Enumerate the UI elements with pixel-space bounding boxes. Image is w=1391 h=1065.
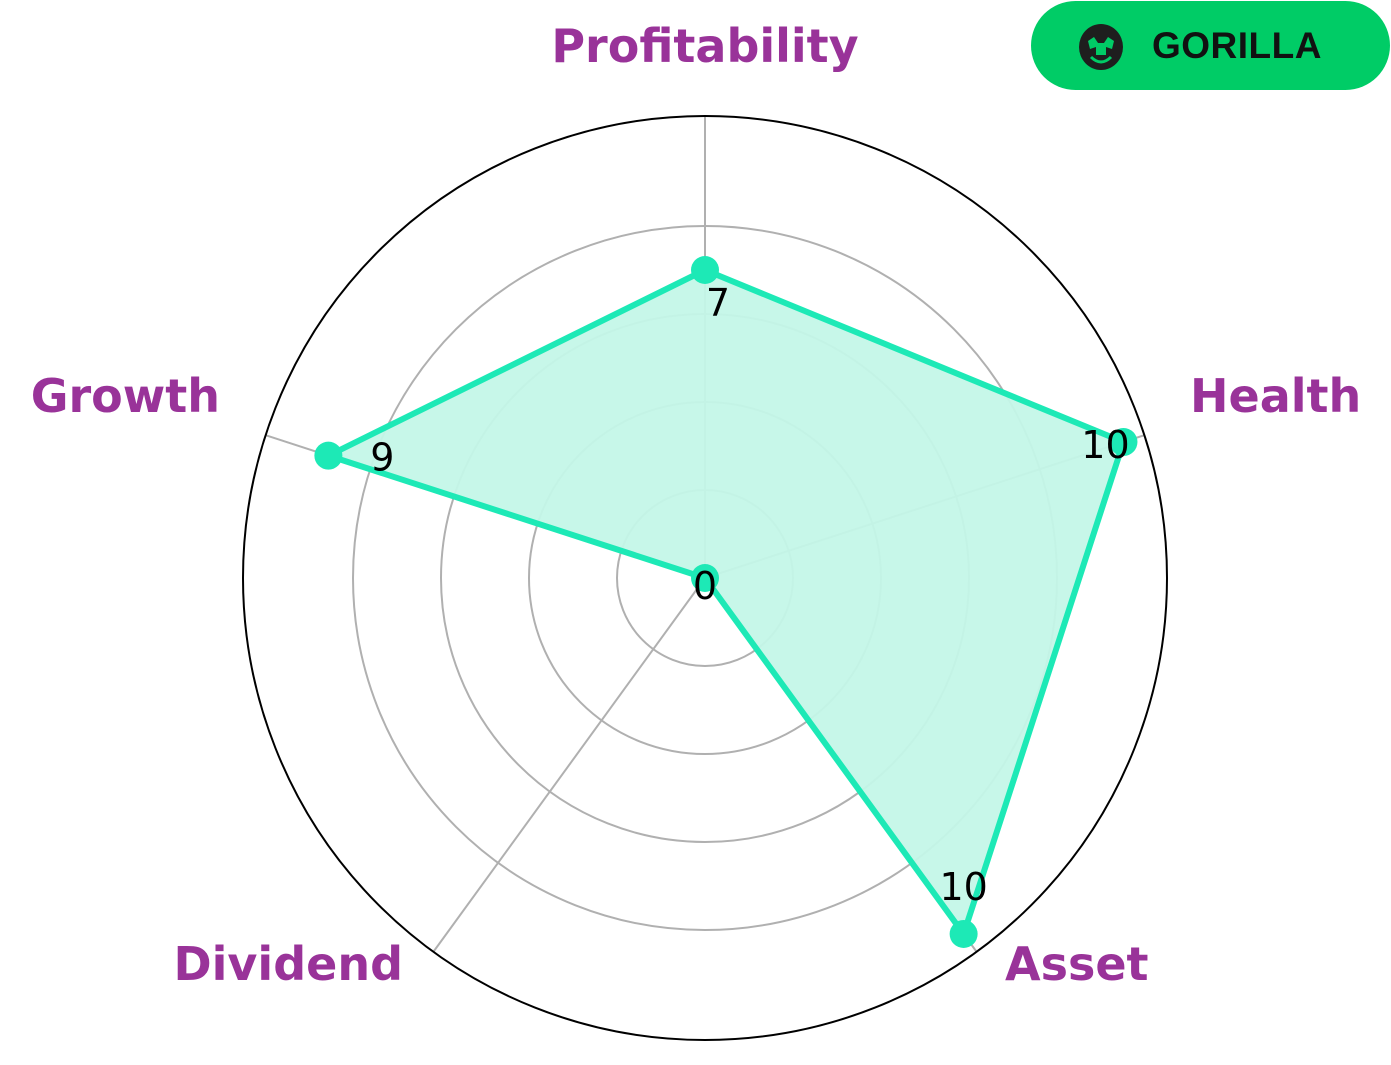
brand-name: GORILLA [1152,24,1322,66]
data-point [691,564,719,592]
data-label: 9 [370,436,394,480]
outer-circle [242,115,1168,1041]
data-point [314,441,343,470]
category-label: Health [1190,369,1361,423]
data-label: 7 [706,281,730,325]
brand-badge: GORILLA [1031,1,1390,90]
category-label: Dividend [173,937,403,991]
category-label: Profitability [551,19,858,73]
data-point [1109,428,1138,457]
data-label: 10 [939,865,987,909]
gorilla-icon [1079,23,1123,70]
series-line [325,267,1127,937]
data-point [691,256,719,284]
data-point [949,919,978,948]
data-label: 0 [693,564,717,608]
category-label: Asset [1005,937,1149,991]
category-label: Growth [31,369,220,423]
data-label: 10 [1081,423,1129,467]
axis-spoke [432,577,706,953]
